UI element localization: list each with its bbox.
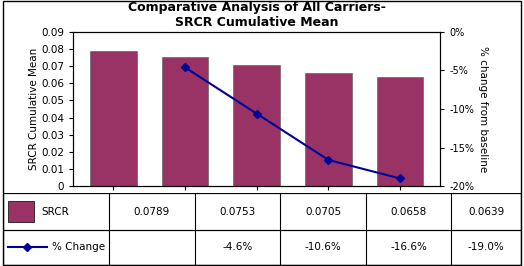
Text: 0.0705: 0.0705 — [305, 206, 341, 217]
Text: 0.0753: 0.0753 — [219, 206, 256, 217]
Y-axis label: % change from baseline: % change from baseline — [478, 46, 488, 172]
Bar — [8, 201, 34, 222]
Text: % Change: % Change — [52, 242, 105, 252]
Text: 0.0658: 0.0658 — [390, 206, 427, 217]
Bar — [234, 65, 280, 186]
Text: SRCR: SRCR — [41, 206, 69, 217]
Title: Comparative Analysis of All Carriers-
SRCR Cumulative Mean: Comparative Analysis of All Carriers- SR… — [128, 1, 386, 29]
Text: -19.0%: -19.0% — [468, 242, 505, 252]
Text: -16.6%: -16.6% — [390, 242, 427, 252]
Text: 0.0639: 0.0639 — [468, 206, 505, 217]
Text: -4.6%: -4.6% — [222, 242, 253, 252]
Bar — [305, 73, 352, 186]
Bar — [377, 77, 423, 186]
Y-axis label: SRCR Cumulative Mean: SRCR Cumulative Mean — [28, 48, 39, 170]
Bar — [90, 51, 137, 186]
Text: 0.0789: 0.0789 — [134, 206, 170, 217]
Text: -10.6%: -10.6% — [304, 242, 341, 252]
Bar — [162, 57, 209, 186]
